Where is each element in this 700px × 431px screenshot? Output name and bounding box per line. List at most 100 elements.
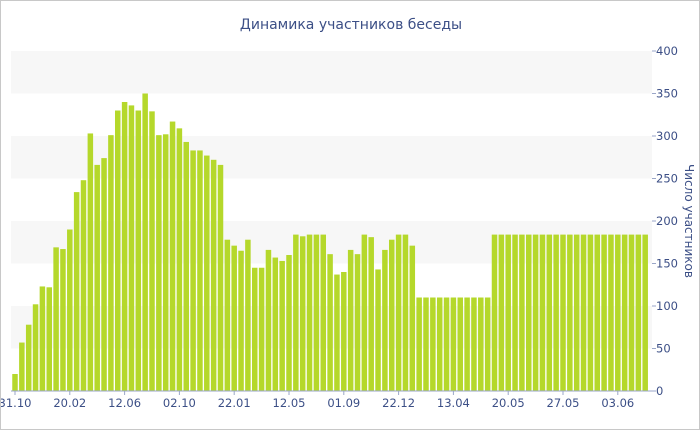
bar [176, 128, 183, 391]
y-axis-label: Число участников [682, 164, 696, 278]
bar [313, 234, 320, 391]
bar [80, 180, 87, 391]
bar [436, 297, 443, 391]
grid-band [11, 136, 652, 179]
bar [121, 102, 128, 391]
bar [334, 274, 340, 391]
bar [204, 155, 210, 391]
bar [286, 255, 292, 391]
bar [135, 110, 142, 391]
bar [169, 121, 176, 392]
bar [498, 234, 505, 391]
bar [128, 105, 135, 392]
bar [443, 297, 450, 391]
bar [423, 297, 429, 391]
bar [409, 245, 416, 391]
bar [567, 234, 573, 391]
x-tick-label: 12.06 [108, 396, 141, 410]
x-axis-ticks: 31.10 20.02 12.06 02.10 22.01 12.05 01.09 22.12… [1, 391, 634, 410]
bar [306, 234, 313, 391]
x-tick-label: 22.01 [218, 396, 251, 410]
y-tick-label: 300 [656, 129, 678, 143]
y-tick-label: 100 [656, 299, 678, 313]
y-tick-label: 250 [656, 172, 678, 186]
bar [238, 250, 244, 391]
bar [628, 234, 635, 391]
bar [25, 324, 32, 391]
bar [464, 297, 470, 391]
bar [293, 234, 299, 391]
x-tick-label: 13.04 [437, 396, 470, 410]
bar [354, 254, 361, 391]
bar [87, 133, 94, 391]
bar [361, 234, 368, 391]
bar [108, 135, 114, 391]
bar [46, 287, 52, 391]
bar [478, 297, 484, 391]
bar [416, 297, 422, 391]
bar [183, 141, 189, 391]
y-tick-label: 400 [656, 44, 678, 58]
bar [471, 297, 477, 391]
x-tick-label: 31.10 [1, 396, 31, 410]
bar [60, 249, 66, 391]
bar [430, 297, 436, 391]
bar [39, 286, 46, 391]
bar [272, 257, 279, 391]
bar [375, 269, 381, 391]
bar [258, 267, 265, 391]
bar [484, 297, 491, 391]
bar [279, 260, 285, 391]
y-tick-label: 0 [656, 384, 663, 398]
grid-band [11, 51, 652, 94]
x-tick-label: 27.05 [547, 396, 580, 410]
bar [231, 245, 237, 391]
bar [402, 234, 409, 391]
bar [594, 234, 600, 391]
bar [615, 234, 621, 391]
y-axis-ticks: 0 50 100 150 200 250 300 350 400 [652, 44, 678, 398]
bar [53, 247, 59, 391]
bar [608, 234, 614, 391]
bar [519, 234, 525, 391]
bar [142, 93, 148, 391]
y-tick-label: 350 [656, 87, 678, 101]
bar [573, 234, 580, 391]
bar [560, 234, 566, 391]
bar [368, 237, 374, 391]
x-tick-label: 02.10 [163, 396, 196, 410]
x-tick-label: 01.09 [327, 396, 360, 410]
bar [252, 267, 258, 391]
x-tick-label: 12.05 [273, 396, 306, 410]
bar [265, 249, 272, 391]
bar [115, 110, 121, 391]
bar [12, 374, 18, 391]
bar [512, 234, 518, 391]
bar [526, 234, 532, 391]
bar [162, 134, 169, 392]
x-tick-label: 22.12 [382, 396, 415, 410]
bar [320, 234, 326, 391]
bar [450, 297, 457, 391]
bar [190, 150, 196, 391]
x-tick-label: 20.02 [53, 396, 86, 410]
bar [553, 234, 559, 391]
bar [395, 234, 402, 391]
bar [327, 254, 333, 391]
bar [539, 234, 546, 391]
bar [224, 239, 231, 391]
bar [341, 272, 347, 391]
bar [505, 234, 511, 391]
bar [546, 234, 553, 391]
bar [217, 164, 224, 391]
bar [491, 234, 498, 391]
bar [642, 234, 648, 391]
bar [457, 297, 463, 391]
bars [12, 93, 648, 392]
y-tick-label: 50 [656, 342, 671, 356]
bar [67, 229, 73, 391]
bar [601, 234, 607, 391]
x-tick-label: 03.06 [601, 396, 634, 410]
